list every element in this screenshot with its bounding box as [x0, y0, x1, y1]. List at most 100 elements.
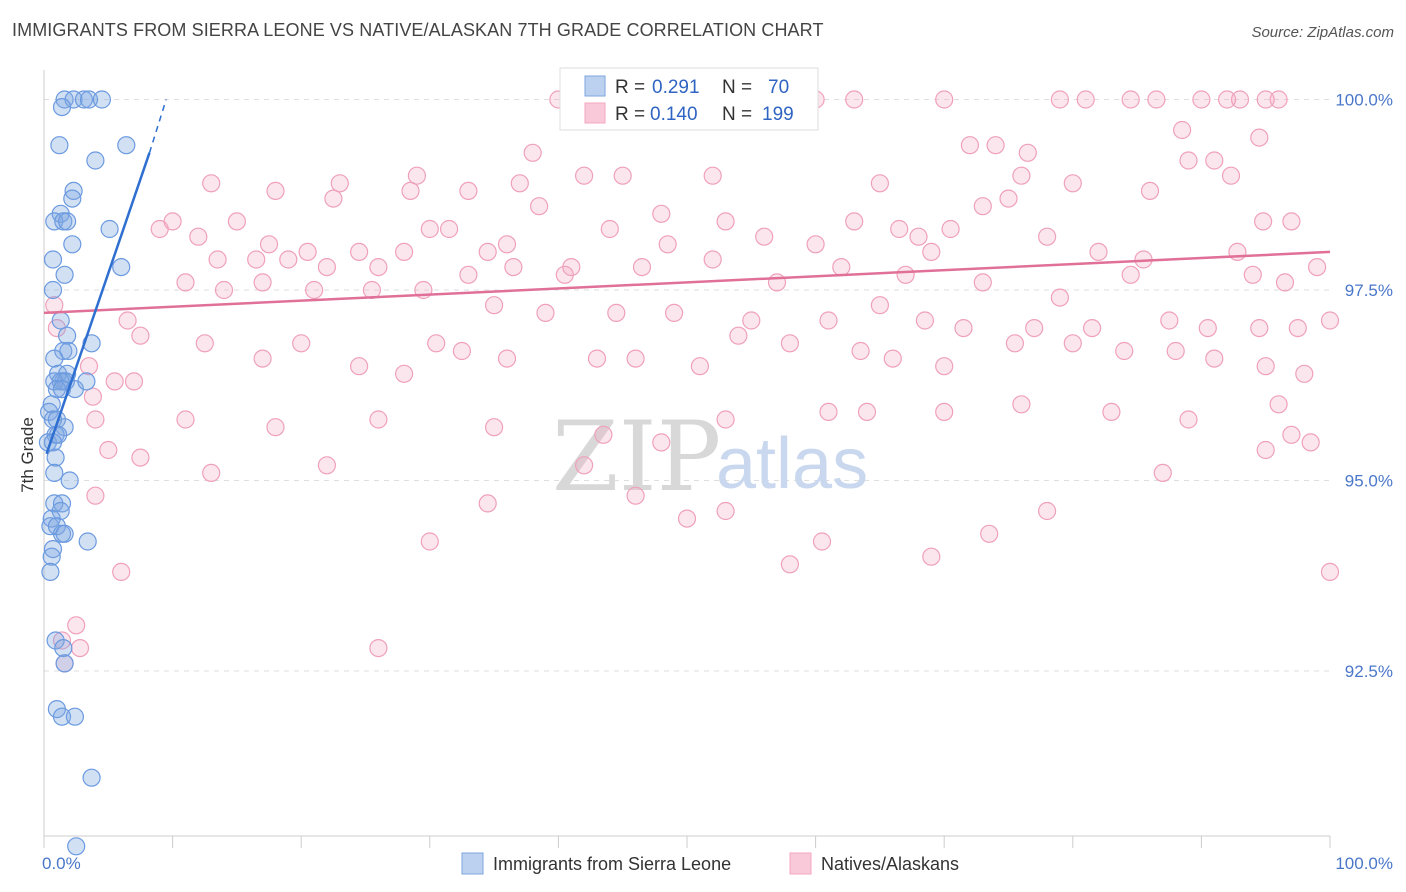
point-native-65 [755, 227, 774, 246]
point-sierra-leone-5 [52, 97, 72, 117]
point-native-67 [922, 242, 941, 261]
point-native-161 [131, 448, 150, 467]
point-native-119 [350, 357, 369, 376]
point-native-27 [407, 166, 426, 185]
point-native-21 [1205, 151, 1224, 170]
point-native-46 [909, 227, 928, 246]
point-native-9 [1269, 90, 1288, 109]
point-native-155 [1102, 402, 1121, 421]
point-native-93 [214, 280, 234, 300]
point-sierra-leone-18 [55, 265, 74, 284]
point-native-153 [935, 402, 954, 421]
point-native-31 [703, 166, 722, 185]
legend-label-natives: Natives/Alaskans [821, 854, 959, 874]
watermark-zip: ZIP [552, 401, 721, 513]
point-sierra-leone-6 [50, 136, 69, 155]
y-tick-labels: 100.0% 97.5% 95.0% 92.5% [1335, 91, 1393, 682]
point-native-115 [131, 326, 150, 345]
point-native-54 [259, 235, 279, 254]
legend-label-sierra-leone: Immigrants from Sierra Leone [493, 854, 731, 874]
point-sierra-leone-13 [54, 212, 73, 231]
point-native-34 [999, 189, 1018, 208]
point-native-32 [870, 174, 890, 193]
point-native-114 [118, 311, 137, 330]
point-native-75 [247, 250, 266, 269]
point-native-145 [176, 410, 195, 429]
point-native-134 [1115, 341, 1134, 361]
point-native-167 [812, 532, 832, 551]
point-native-143 [1269, 395, 1288, 414]
point-sierra-leone-67 [82, 768, 101, 787]
point-native-72 [150, 219, 169, 239]
point-native-19 [986, 136, 1005, 155]
point-native-150 [716, 410, 735, 429]
point-native-170 [86, 486, 105, 505]
x-tick-labels: 0.0% 100.0% [42, 854, 1393, 873]
point-native-160 [99, 440, 118, 460]
point-native-116 [195, 334, 214, 353]
point-native-179 [574, 456, 594, 475]
point-native-156 [1179, 410, 1198, 429]
point-native-47 [941, 219, 960, 239]
point-native-169 [420, 532, 439, 551]
point-native-92 [176, 273, 195, 292]
point-native-87 [973, 273, 992, 292]
point-sierra-leone-16 [63, 235, 82, 254]
watermark: ZIP atlas [552, 401, 868, 513]
point-sierra-leone-66 [65, 707, 85, 726]
point-native-89 [1121, 265, 1140, 284]
point-native-158 [1301, 433, 1320, 452]
point-native-101 [664, 303, 684, 322]
point-native-41 [459, 181, 478, 200]
point-native-157 [1282, 425, 1301, 444]
point-native-159 [1256, 440, 1275, 460]
point-native-8 [1192, 90, 1211, 109]
point-native-53 [227, 212, 246, 231]
point-native-118 [292, 334, 311, 353]
point-native-61 [497, 235, 517, 254]
point-sierra-leone-62 [54, 638, 73, 658]
point-native-112 [1288, 319, 1307, 338]
point-native-106 [954, 319, 973, 338]
point-sierra-leone-8 [86, 151, 105, 170]
point-native-5 [1217, 90, 1237, 109]
point-native-17 [1250, 128, 1269, 147]
point-native-51 [1307, 258, 1327, 277]
point-native-1 [935, 90, 954, 109]
point-native-172 [52, 631, 72, 650]
point-native-123 [497, 349, 517, 368]
gridlines [44, 99, 1330, 672]
point-native-121 [427, 334, 446, 353]
stats-n-value-1: 70 [768, 77, 789, 98]
point-native-122 [452, 341, 471, 361]
point-native-56 [350, 242, 369, 261]
stats-r-value-1: 0.291 [652, 77, 700, 98]
point-native-24 [1221, 166, 1241, 185]
point-sierra-leone-20 [43, 280, 63, 300]
point-sierra-leone-48 [60, 471, 79, 490]
point-native-171 [112, 562, 131, 582]
scatter-points [38, 90, 1340, 856]
point-native-3 [1076, 90, 1095, 109]
point-native-86 [896, 265, 915, 284]
point-sierra-leone-58 [43, 539, 63, 559]
point-native-29 [574, 166, 594, 185]
point-native-107 [1025, 319, 1044, 338]
point-native-135 [1166, 341, 1185, 361]
point-native-64 [658, 235, 677, 254]
point-sierra-leone-61 [46, 631, 65, 650]
point-native-2 [1050, 90, 1070, 109]
point-native-76 [279, 250, 298, 269]
point-native-146 [266, 418, 285, 437]
point-native-48 [1228, 242, 1247, 261]
point-native-126 [690, 357, 710, 376]
point-native-103 [819, 311, 838, 330]
chart-source: Source: ZipAtlas.com [1251, 24, 1394, 41]
point-native-50 [1282, 212, 1301, 231]
y-tick-label-1: 97.5% [1345, 281, 1393, 300]
stats-r-label-2: R = [615, 104, 645, 125]
point-native-182 [1153, 463, 1172, 482]
point-native-177 [1320, 562, 1340, 582]
stats-legend-box: R = 0.291 N = 70 R = 0.140 N = 199 [559, 67, 819, 131]
point-sierra-leone-60 [41, 562, 60, 582]
